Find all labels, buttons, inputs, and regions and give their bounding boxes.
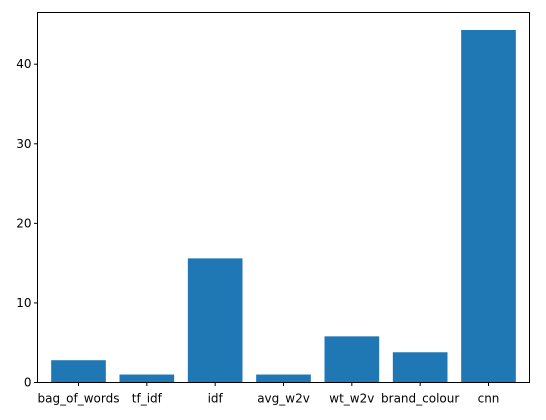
bar-idf bbox=[187, 258, 243, 383]
x-tick-label: brand_colour bbox=[381, 392, 459, 406]
x-axis-ticks: bag_of_words tf_idf idf avg_w2v wt_w2v brand_… bbox=[38, 382, 500, 406]
x-tick-label: bag_of_words bbox=[38, 392, 120, 406]
bar-avg-w2v bbox=[256, 374, 311, 383]
bar-bag-of-words bbox=[51, 360, 106, 383]
bar-brand-colour bbox=[392, 352, 448, 383]
bar-wt-w2v bbox=[324, 336, 380, 383]
y-tick-label: 30 bbox=[16, 137, 31, 151]
bar-cnn bbox=[461, 30, 516, 383]
y-tick-label: 20 bbox=[16, 216, 31, 230]
y-axis-ticks: 0 10 20 30 40 bbox=[16, 57, 38, 390]
bars-layer bbox=[51, 30, 516, 383]
x-tick-label: avg_w2v bbox=[257, 392, 310, 406]
y-tick-label: 10 bbox=[16, 296, 31, 310]
y-tick-label: 40 bbox=[16, 57, 31, 71]
y-tick-label: 0 bbox=[24, 376, 32, 390]
x-tick-label: tf_idf bbox=[132, 392, 163, 406]
x-tick-label: idf bbox=[208, 392, 224, 406]
bar-tf-idf bbox=[119, 374, 175, 383]
plot-frame bbox=[37, 12, 530, 383]
x-tick-label: cnn bbox=[478, 392, 500, 406]
x-tick-label: wt_w2v bbox=[329, 392, 374, 406]
